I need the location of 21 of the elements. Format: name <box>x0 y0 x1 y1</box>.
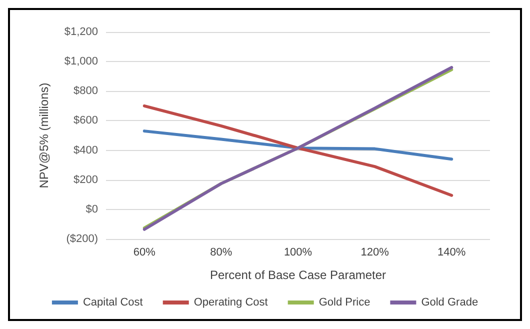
y-tick-label: $0 <box>86 203 98 216</box>
x-tick-label: 140% <box>438 246 466 258</box>
y-tick-label: $600 <box>74 114 98 127</box>
y-tick-label: $800 <box>74 85 98 98</box>
y-tick-label: $400 <box>74 144 98 156</box>
legend-label: Operating Cost <box>194 296 268 308</box>
legend-label: Capital Cost <box>82 296 143 308</box>
legend-label: Gold Price <box>318 296 370 308</box>
x-tick-label: 120% <box>360 246 390 258</box>
x-axis-title: Percent of Base Case Parameter <box>210 268 386 282</box>
x-tick-label: 80% <box>210 246 232 258</box>
line-series <box>142 130 454 161</box>
y-tick-label: $1,200 <box>64 26 98 38</box>
x-tick-label: 60% <box>133 246 156 258</box>
y-tick-label: $200 <box>74 174 98 186</box>
x-tick-label: 100% <box>284 246 312 258</box>
y-axis-title: NPV@5% (millions) <box>37 82 51 188</box>
y-tick-label: ($200) <box>66 233 98 245</box>
y-tick-label: $1,000 <box>64 56 98 68</box>
legend-label: Gold Grade <box>421 296 478 308</box>
line-series <box>142 104 454 197</box>
